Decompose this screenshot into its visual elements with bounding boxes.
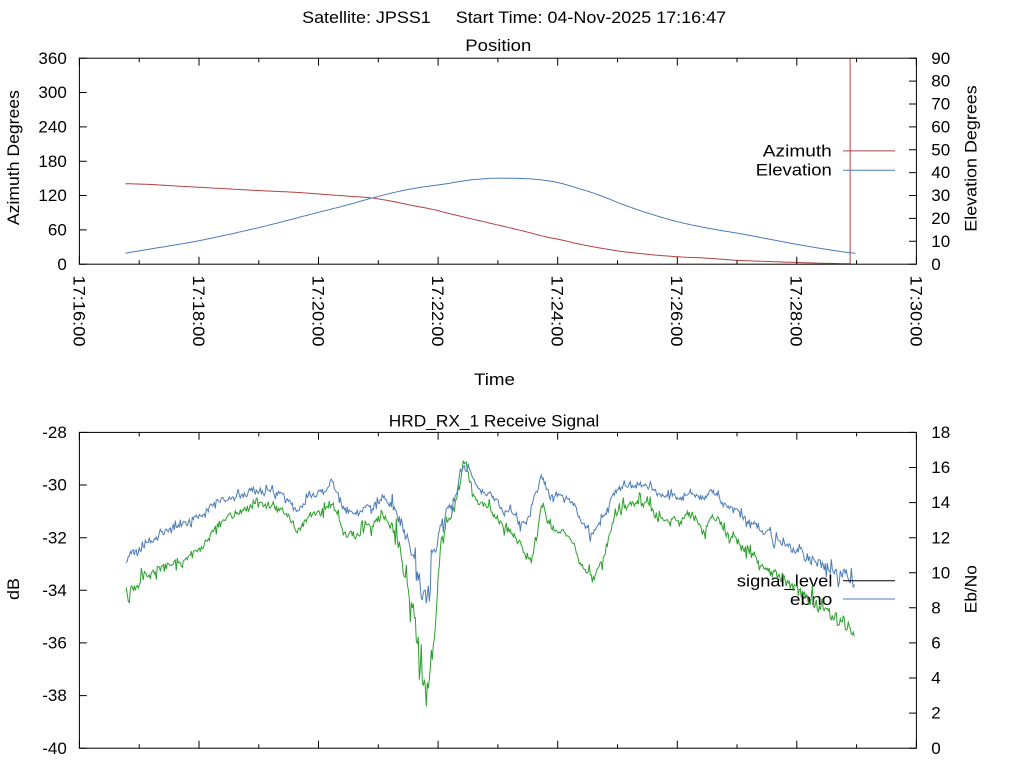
svg-text:Position: Position xyxy=(465,36,531,55)
svg-text:-34: -34 xyxy=(42,581,67,600)
svg-text:17:16:00: 17:16:00 xyxy=(69,276,88,347)
svg-text:0: 0 xyxy=(931,739,940,758)
svg-text:30: 30 xyxy=(931,186,950,205)
svg-text:17:26:00: 17:26:00 xyxy=(667,276,686,347)
svg-text:2: 2 xyxy=(931,704,940,723)
svg-text:Azimuth: Azimuth xyxy=(763,141,832,160)
svg-text:12: 12 xyxy=(931,528,950,547)
svg-text:180: 180 xyxy=(38,152,66,171)
svg-text:Azimuth Degrees: Azimuth Degrees xyxy=(4,90,23,225)
svg-text:0: 0 xyxy=(931,255,940,274)
svg-text:-32: -32 xyxy=(42,528,67,547)
svg-text:80: 80 xyxy=(931,72,950,91)
svg-text:dB: dB xyxy=(4,578,23,600)
svg-text:8: 8 xyxy=(931,598,940,617)
svg-text:17:28:00: 17:28:00 xyxy=(787,276,806,347)
svg-text:17:18:00: 17:18:00 xyxy=(189,276,208,347)
svg-text:Eb/No: Eb/No xyxy=(962,565,981,613)
svg-text:16: 16 xyxy=(931,458,950,477)
svg-text:0: 0 xyxy=(57,255,66,274)
svg-text:18: 18 xyxy=(931,423,950,442)
svg-text:Elevation: Elevation xyxy=(756,160,832,179)
svg-text:10: 10 xyxy=(931,232,950,251)
svg-text:HRD_RX_1 Receive Signal: HRD_RX_1 Receive Signal xyxy=(389,412,600,431)
svg-text:120: 120 xyxy=(38,186,66,205)
svg-text:240: 240 xyxy=(38,118,66,137)
svg-text:Elevation Degrees: Elevation Degrees xyxy=(962,85,981,232)
svg-text:Time: Time xyxy=(474,370,515,389)
svg-text:-30: -30 xyxy=(42,476,67,495)
svg-text:6: 6 xyxy=(931,634,940,653)
svg-text:-28: -28 xyxy=(42,423,67,442)
svg-text:-36: -36 xyxy=(42,634,67,653)
svg-text:70: 70 xyxy=(931,95,950,114)
svg-text:17:30:00: 17:30:00 xyxy=(906,276,925,347)
svg-text:10: 10 xyxy=(931,563,950,582)
svg-text:300: 300 xyxy=(38,83,66,102)
svg-text:Satellite: JPSS1 Start Tim: Satellite: JPSS1 Start Time: 04-Nov-2025… xyxy=(302,8,726,27)
svg-text:-38: -38 xyxy=(42,686,67,705)
svg-text:60: 60 xyxy=(931,118,950,137)
svg-text:60: 60 xyxy=(48,221,67,240)
svg-text:50: 50 xyxy=(931,140,950,159)
svg-text:40: 40 xyxy=(931,163,950,182)
svg-text:14: 14 xyxy=(931,493,950,512)
svg-text:signal_level: signal_level xyxy=(737,572,833,591)
svg-text:360: 360 xyxy=(38,49,66,68)
svg-text:4: 4 xyxy=(931,669,940,688)
svg-text:17:20:00: 17:20:00 xyxy=(308,276,327,347)
svg-text:-40: -40 xyxy=(42,739,67,758)
svg-text:17:22:00: 17:22:00 xyxy=(428,276,447,347)
svg-text:90: 90 xyxy=(931,49,950,68)
svg-text:20: 20 xyxy=(931,209,950,228)
svg-text:17:24:00: 17:24:00 xyxy=(548,276,567,347)
